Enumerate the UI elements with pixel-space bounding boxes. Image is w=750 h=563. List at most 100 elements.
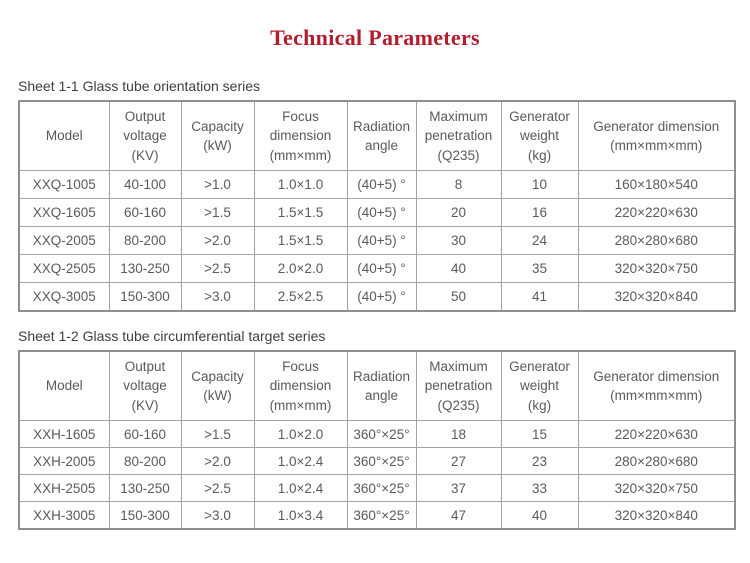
cell-max-penetration: 20: [415, 198, 502, 227]
table-row: XXQ-3005 150-300 >3.0 2.5×2.5 (40+5) ° 5…: [18, 282, 736, 312]
cell-radiation-angle: (40+5) °: [346, 254, 417, 283]
table-row: XXQ-2005 80-200 >2.0 1.5×1.5 (40+5) ° 30…: [18, 226, 736, 255]
header-max-penetration: Maximum penetration (Q235): [415, 350, 502, 421]
cell-generator-weight: 16: [500, 198, 579, 227]
cell-generator-dimension: 320×320×840: [577, 501, 736, 530]
cell-max-penetration: 27: [415, 447, 502, 475]
cell-model: XXH-1605: [18, 420, 110, 448]
table-row: XXH-2505 130-250 >2.5 1.0×2.4 360°×25° 3…: [18, 474, 736, 502]
header-capacity: Capacity (kW): [180, 100, 255, 171]
cell-model: XXH-2505: [18, 474, 110, 502]
cell-generator-weight: 15: [500, 420, 579, 448]
cell-generator-dimension: 320×320×840: [577, 282, 736, 312]
cell-output-voltage: 60-160: [108, 198, 182, 227]
cell-output-voltage: 40-100: [108, 170, 182, 199]
cell-model: XXQ-1605: [18, 198, 110, 227]
table-row: XXQ-1005 40-100 >1.0 1.0×1.0 (40+5) ° 8 …: [18, 170, 736, 199]
cell-generator-dimension: 320×320×750: [577, 254, 736, 283]
cell-generator-dimension: 320×320×750: [577, 474, 736, 502]
cell-focus-dimension: 1.0×3.4: [253, 501, 348, 530]
header-generator-weight: Generator weight (kg): [500, 350, 579, 421]
cell-radiation-angle: (40+5) °: [346, 226, 417, 255]
header-model: Model: [18, 100, 110, 171]
cell-radiation-angle: (40+5) °: [346, 170, 417, 199]
table-row: XXH-2005 80-200 >2.0 1.0×2.4 360°×25° 27…: [18, 447, 736, 475]
cell-output-voltage: 60-160: [108, 420, 182, 448]
sheet-1-1-caption: Sheet 1-1 Glass tube orientation series: [18, 78, 261, 94]
cell-capacity: >3.0: [180, 282, 255, 312]
header-focus-dimension: Focus dimension (mm×mm): [253, 100, 348, 171]
cell-max-penetration: 40: [415, 254, 502, 283]
cell-generator-weight: 35: [500, 254, 579, 283]
cell-capacity: >2.0: [180, 447, 255, 475]
cell-radiation-angle: (40+5) °: [346, 198, 417, 227]
cell-generator-dimension: 220×220×630: [577, 198, 736, 227]
cell-model: XXH-2005: [18, 447, 110, 475]
cell-capacity: >1.5: [180, 420, 255, 448]
cell-max-penetration: 30: [415, 226, 502, 255]
cell-max-penetration: 8: [415, 170, 502, 199]
cell-generator-weight: 24: [500, 226, 579, 255]
cell-focus-dimension: 1.0×2.4: [253, 447, 348, 475]
table-row: XXH-1605 60-160 >1.5 1.0×2.0 360°×25° 18…: [18, 420, 736, 448]
cell-radiation-angle: 360°×25°: [346, 420, 417, 448]
cell-model: XXQ-3005: [18, 282, 110, 312]
cell-radiation-angle: (40+5) °: [346, 282, 417, 312]
cell-generator-weight: 10: [500, 170, 579, 199]
header-row: Model Output voltage (KV) Capacity (kW) …: [18, 100, 736, 171]
cell-output-voltage: 80-200: [108, 226, 182, 255]
cell-radiation-angle: 360°×25°: [346, 447, 417, 475]
cell-capacity: >3.0: [180, 501, 255, 530]
cell-generator-dimension: 280×280×680: [577, 447, 736, 475]
header-radiation-angle: Radiation angle: [346, 350, 417, 421]
cell-max-penetration: 37: [415, 474, 502, 502]
cell-generator-dimension: 160×180×540: [577, 170, 736, 199]
cell-generator-dimension: 220×220×630: [577, 420, 736, 448]
page-title: Technical Parameters: [270, 25, 480, 50]
header-focus-dimension: Focus dimension (mm×mm): [253, 350, 348, 421]
cell-model: XXQ-2005: [18, 226, 110, 255]
header-generator-dimension: Generator dimension (mm×mm×mm): [577, 100, 736, 171]
header-radiation-angle: Radiation angle: [346, 100, 417, 171]
header-output-voltage: Output voltage (KV): [108, 100, 182, 171]
cell-output-voltage: 150-300: [108, 501, 182, 530]
table-row: XXQ-1605 60-160 >1.5 1.5×1.5 (40+5) ° 20…: [18, 198, 736, 227]
cell-max-penetration: 47: [415, 501, 502, 530]
cell-capacity: >2.5: [180, 254, 255, 283]
cell-focus-dimension: 1.0×2.4: [253, 474, 348, 502]
sheet-1-2-table: Model Output voltage (KV) Capacity (kW) …: [18, 350, 736, 530]
cell-focus-dimension: 1.5×1.5: [253, 226, 348, 255]
table-row: XXQ-2505 130-250 >2.5 2.0×2.0 (40+5) ° 4…: [18, 254, 736, 283]
cell-model: XXQ-2505: [18, 254, 110, 283]
header-row: Model Output voltage (KV) Capacity (kW) …: [18, 350, 736, 421]
header-max-penetration: Maximum penetration (Q235): [415, 100, 502, 171]
sheet-1-2-section: Sheet 1-2 Glass tube circumferential tar…: [0, 328, 750, 530]
cell-focus-dimension: 1.0×1.0: [253, 170, 348, 199]
technical-parameters-page: Technical Parameters Sheet 1-1 Glass tub…: [0, 24, 750, 530]
cell-model: XXQ-1005: [18, 170, 110, 199]
cell-focus-dimension: 2.5×2.5: [253, 282, 348, 312]
cell-generator-weight: 40: [500, 501, 579, 530]
cell-focus-dimension: 2.0×2.0: [253, 254, 348, 283]
cell-generator-dimension: 280×280×680: [577, 226, 736, 255]
cell-radiation-angle: 360°×25°: [346, 474, 417, 502]
header-capacity: Capacity (kW): [180, 350, 255, 421]
sheet-1-1-section: Sheet 1-1 Glass tube orientation series …: [0, 78, 750, 312]
cell-focus-dimension: 1.5×1.5: [253, 198, 348, 227]
header-generator-weight: Generator weight (kg): [500, 100, 579, 171]
cell-max-penetration: 18: [415, 420, 502, 448]
cell-output-voltage: 130-250: [108, 254, 182, 283]
header-generator-dimension: Generator dimension (mm×mm×mm): [577, 350, 736, 421]
cell-generator-weight: 41: [500, 282, 579, 312]
cell-generator-weight: 23: [500, 447, 579, 475]
cell-output-voltage: 150-300: [108, 282, 182, 312]
table-row: XXH-3005 150-300 >3.0 1.0×3.4 360°×25° 4…: [18, 501, 736, 530]
cell-capacity: >1.0: [180, 170, 255, 199]
cell-generator-weight: 33: [500, 474, 579, 502]
cell-output-voltage: 80-200: [108, 447, 182, 475]
header-output-voltage: Output voltage (KV): [108, 350, 182, 421]
cell-capacity: >1.5: [180, 198, 255, 227]
sheet-1-1-table: Model Output voltage (KV) Capacity (kW) …: [18, 100, 736, 312]
cell-radiation-angle: 360°×25°: [346, 501, 417, 530]
cell-capacity: >2.5: [180, 474, 255, 502]
